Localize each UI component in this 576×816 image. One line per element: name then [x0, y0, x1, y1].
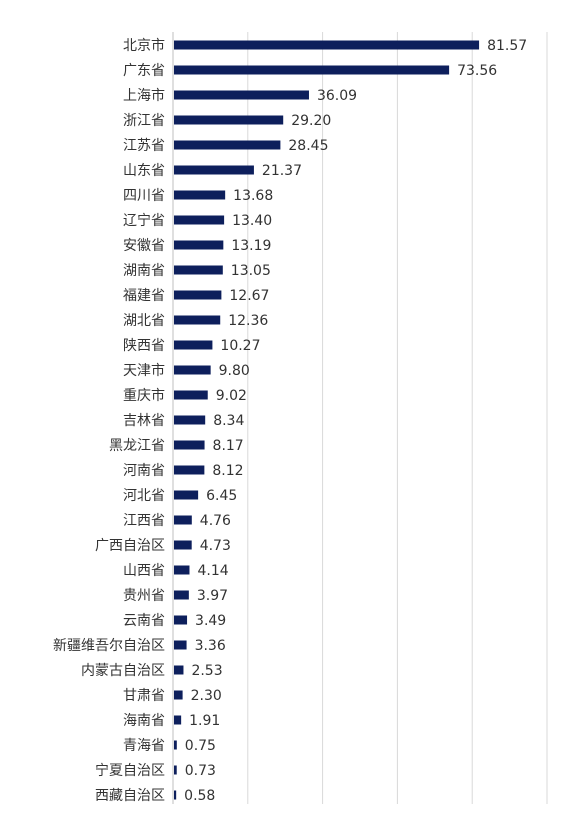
category-label: 陕西省	[123, 338, 165, 354]
category-label: 青海省	[123, 738, 165, 754]
value-label: 12.67	[229, 288, 269, 304]
value-label: 29.20	[291, 113, 331, 129]
category-label: 天津市	[123, 362, 165, 379]
bar	[174, 165, 254, 175]
category-label: 四川省	[123, 188, 165, 204]
value-label: 4.76	[200, 513, 231, 529]
value-label: 6.45	[206, 488, 237, 504]
bar-layer	[174, 40, 480, 800]
category-label: 云南省	[123, 613, 165, 629]
bar	[174, 365, 211, 375]
bar	[174, 765, 177, 775]
category-label: 湖北省	[123, 313, 165, 329]
value-label: 4.73	[200, 538, 231, 554]
value-label: 73.56	[457, 63, 497, 79]
category-label: 江苏省	[123, 138, 165, 154]
category-label: 广东省	[123, 63, 165, 79]
bar	[174, 40, 480, 50]
category-label: 重庆市	[123, 387, 165, 404]
category-label: 新疆维吾尔自治区	[53, 638, 165, 654]
category-label: 山东省	[123, 163, 165, 179]
category-label: 河南省	[123, 463, 165, 479]
value-label: 36.09	[317, 88, 357, 104]
bar	[174, 465, 205, 475]
bar	[174, 315, 221, 325]
category-label: 江西省	[123, 513, 165, 529]
bar	[174, 490, 199, 500]
value-label: 2.30	[191, 688, 222, 704]
bar	[174, 690, 183, 700]
bar	[174, 340, 213, 350]
value-label: 8.12	[212, 463, 243, 479]
value-label: 13.05	[231, 263, 271, 279]
bar	[174, 665, 184, 675]
category-label: 内蒙古自治区	[81, 663, 165, 679]
value-label: 81.57	[487, 38, 527, 54]
bar	[174, 390, 208, 400]
value-label: 13.40	[232, 213, 272, 229]
category-label: 上海市	[123, 87, 165, 104]
category-label: 湖南省	[123, 263, 165, 279]
category-label: 浙江省	[123, 113, 165, 129]
category-label: 甘肃省	[123, 688, 165, 704]
value-label: 4.14	[197, 563, 228, 579]
category-label: 黑龙江省	[109, 438, 165, 454]
grid-layer	[172, 32, 548, 804]
category-label: 辽宁省	[123, 212, 165, 229]
category-label: 吉林省	[123, 413, 165, 429]
bar	[174, 190, 226, 200]
value-label: 13.19	[231, 238, 271, 254]
category-label: 西藏自治区	[95, 788, 165, 804]
bar	[174, 215, 225, 225]
category-label: 福建省	[123, 288, 165, 304]
bar	[174, 90, 309, 100]
value-label: 1.91	[189, 713, 220, 729]
value-label: 10.27	[220, 338, 260, 354]
value-label: 0.75	[185, 738, 216, 754]
bar	[174, 640, 187, 650]
bar	[174, 615, 188, 625]
category-label: 北京市	[123, 37, 165, 54]
category-label: 广西自治区	[95, 538, 165, 554]
category-label: 宁夏自治区	[95, 762, 165, 779]
bar	[174, 415, 206, 425]
value-label: 3.36	[195, 638, 226, 654]
value-label: 0.58	[184, 788, 215, 804]
value-label: 3.49	[195, 613, 226, 629]
bar	[174, 740, 177, 750]
value-label: 13.68	[233, 188, 273, 204]
category-label: 贵州省	[123, 588, 165, 604]
bar	[174, 590, 189, 600]
category-label: 安徽省	[123, 238, 165, 254]
value-label: 8.34	[213, 413, 244, 429]
value-label: 9.02	[216, 388, 247, 404]
bar	[174, 140, 281, 150]
bar	[174, 290, 222, 300]
value-label: 9.80	[219, 363, 250, 379]
bar	[174, 115, 284, 125]
category-label: 山西省	[123, 563, 165, 579]
bar	[174, 515, 192, 525]
bar	[174, 540, 192, 550]
value-label: 21.37	[262, 163, 302, 179]
category-label: 河北省	[123, 488, 165, 504]
category-label: 海南省	[123, 713, 165, 729]
value-label: 0.73	[185, 763, 216, 779]
value-label: 3.97	[197, 588, 228, 604]
bar	[174, 440, 205, 450]
bar	[174, 265, 223, 275]
bar	[174, 240, 224, 250]
bar	[174, 65, 450, 75]
value-label: 28.45	[288, 138, 328, 154]
value-label: 8.17	[213, 438, 244, 454]
value-label: 12.36	[228, 313, 268, 329]
label-layer: 北京市 81.57 广东省 73.56 上海市 36.09 浙江省 29.20 江苏省 28.45…	[53, 37, 527, 804]
bar	[174, 715, 182, 725]
value-label: 2.53	[191, 663, 222, 679]
bar	[174, 565, 190, 575]
bar	[174, 790, 177, 800]
